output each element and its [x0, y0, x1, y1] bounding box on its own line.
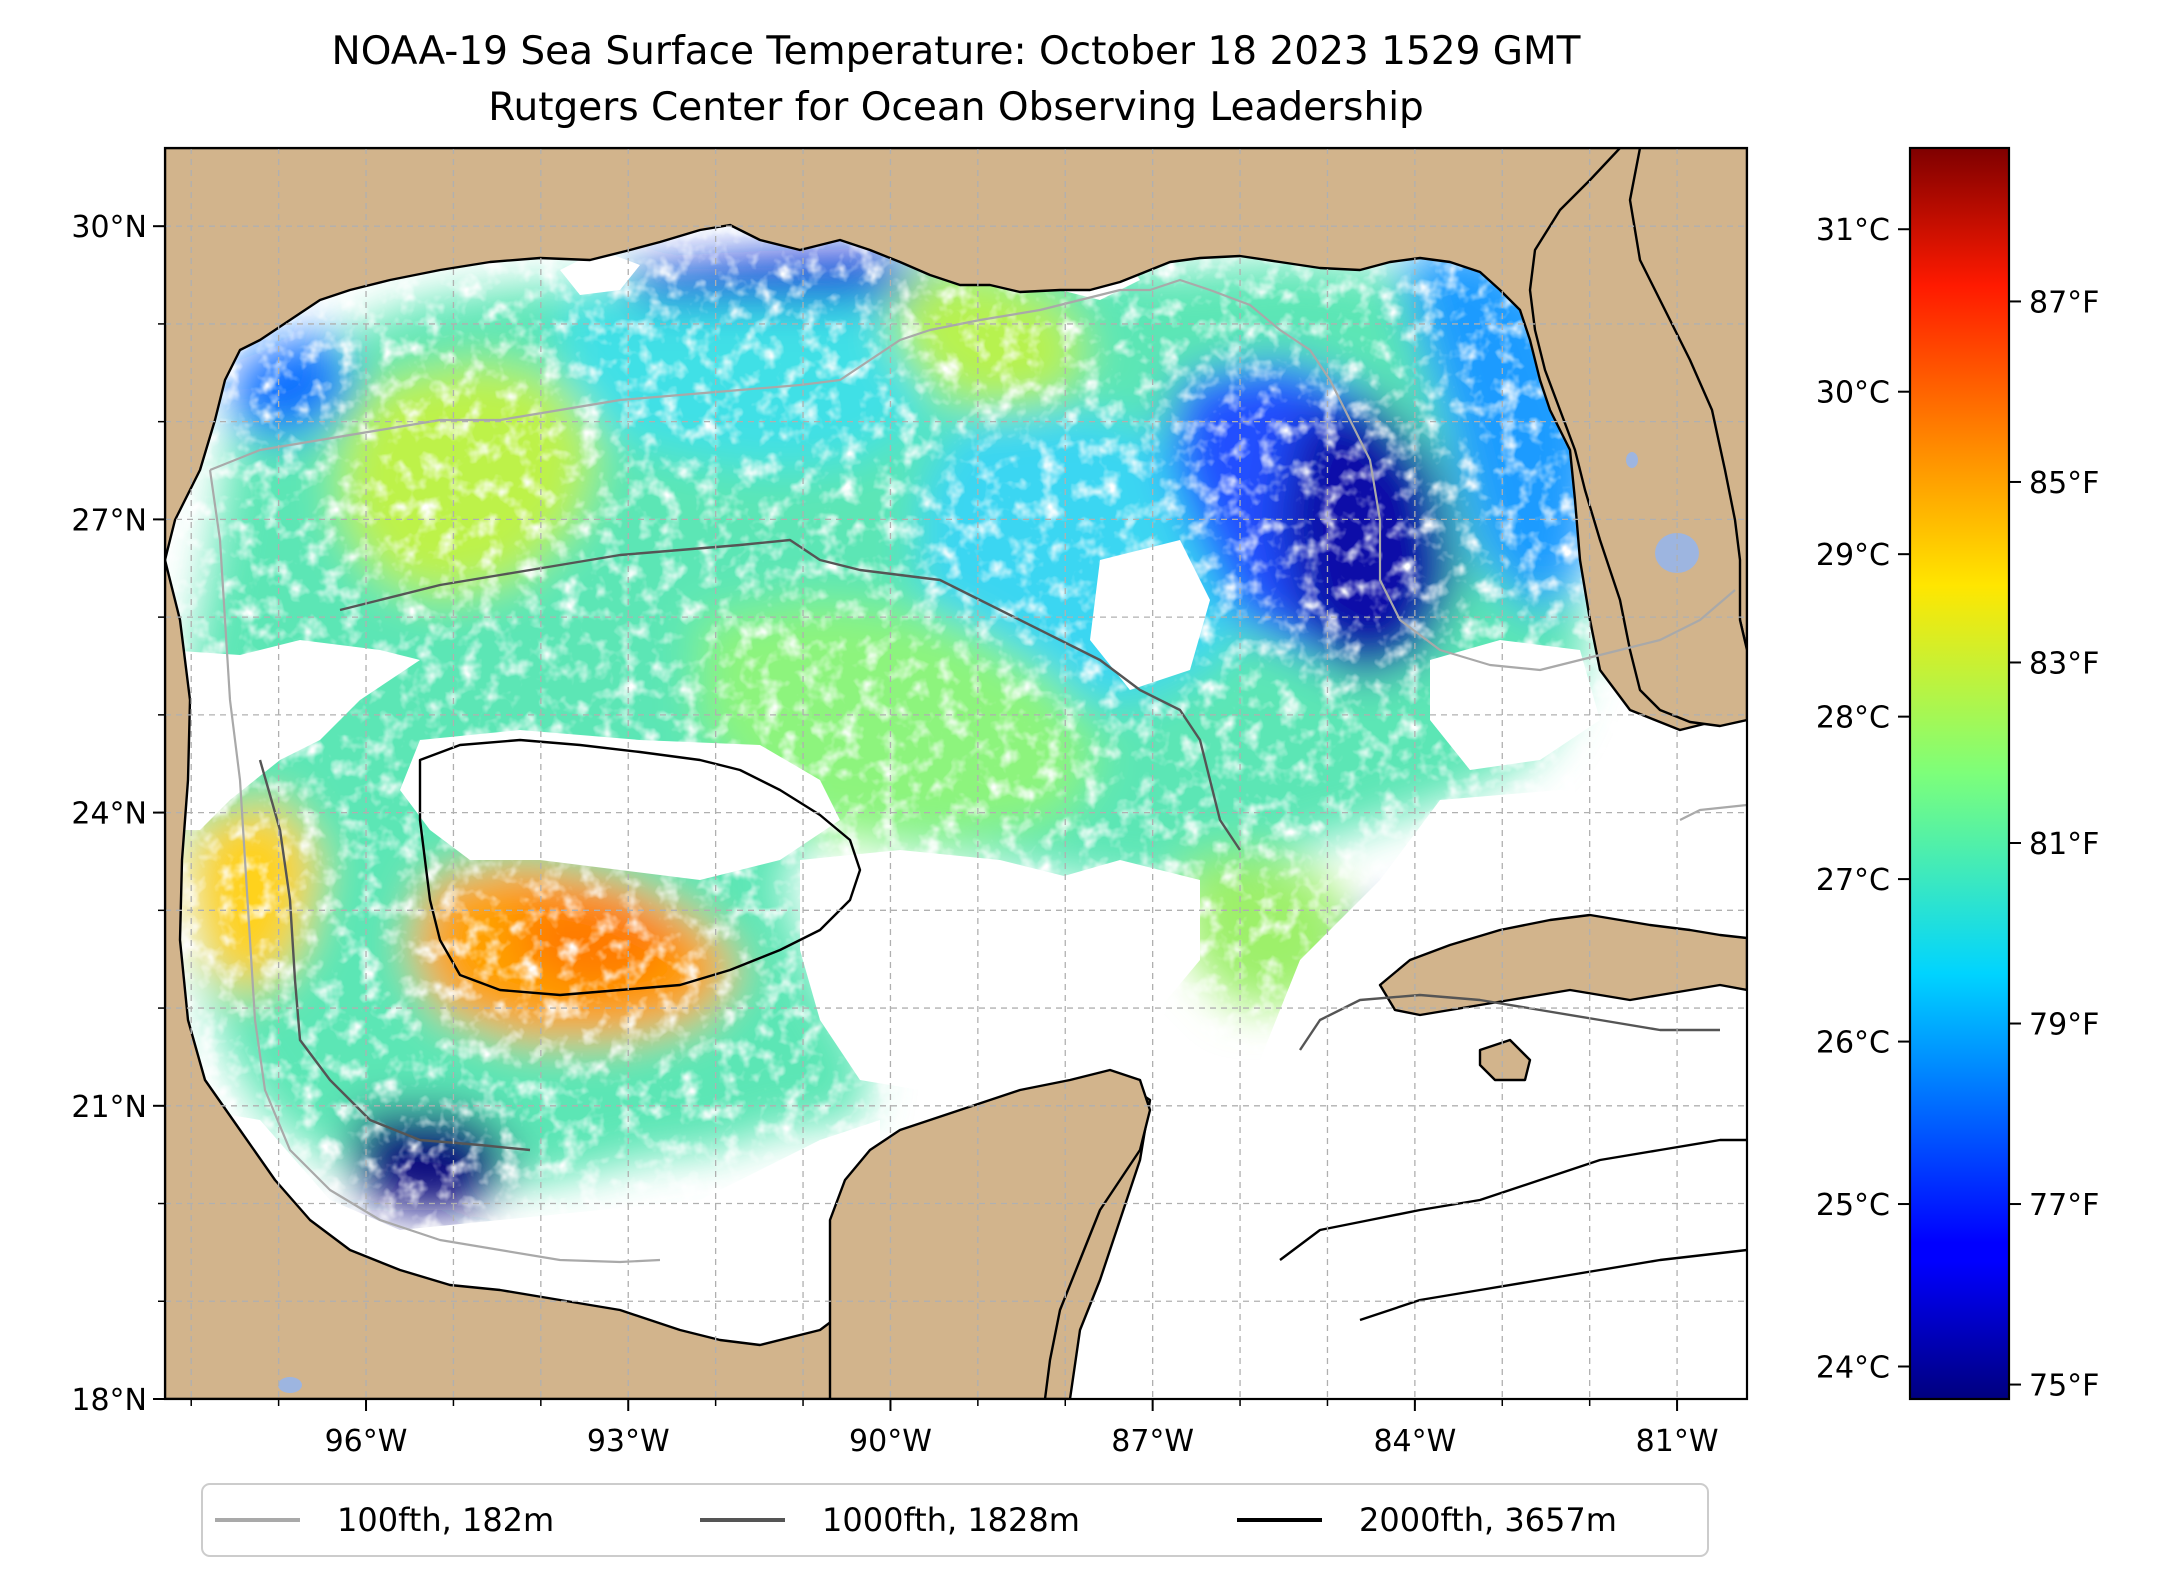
colorbar-fahrenheit-axis: 87°F 85°F 83°F 81°F 79°F 77°F 75°F	[2009, 285, 2099, 1404]
contour-2000fth	[418, 738, 1747, 1322]
fahrenheit-tick-label: 79°F	[2029, 1008, 2099, 1043]
fahrenheit-tick-label: 87°F	[2029, 285, 2099, 320]
lat-tick-label: 21°N	[71, 1090, 147, 1125]
lon-tick-label: 87°W	[1111, 1424, 1194, 1459]
lat-tick-label: 30°N	[71, 210, 147, 245]
legend-item-1000fth[interactable]: 1000fth, 1828m	[700, 1501, 1080, 1539]
celsius-tick-label: 28°C	[1816, 701, 1890, 736]
contour-1000fth	[258, 538, 1720, 1152]
lakes	[278, 452, 1699, 1393]
fahrenheit-tick-label: 75°F	[2029, 1369, 2099, 1404]
colorbar-celsius-axis: 31°C 30°C 29°C 28°C 27°C 26°C 25°C 24°C	[1816, 213, 1910, 1386]
celsius-tick-label: 27°C	[1816, 863, 1890, 898]
legend-label-100fth: 100fth, 182m	[337, 1501, 554, 1539]
lat-axis: 30°N 27°N 24°N 21°N 18°N	[71, 210, 165, 1418]
map-panel: 30°N 27°N 24°N 21°N 18°N 96°W 93°W 90°W 87°W 84°…	[71, 146, 1749, 1459]
map-frame	[163, 146, 1749, 1401]
lat-tick-label: 24°N	[71, 797, 147, 832]
colorbar: 31°C 30°C 29°C 28°C 27°C 26°C 25°C 24°C 87°F 85°…	[1816, 146, 2099, 1404]
celsius-tick-label: 25°C	[1816, 1188, 1890, 1223]
legend-label-2000fth: 2000fth, 3657m	[1359, 1501, 1617, 1539]
lat-tick-label: 27°N	[71, 503, 147, 538]
legend-item-2000fth[interactable]: 2000fth, 3657m	[1237, 1501, 1617, 1539]
lon-tick-label: 84°W	[1373, 1424, 1456, 1459]
celsius-tick-label: 24°C	[1816, 1351, 1890, 1386]
fahrenheit-tick-label: 81°F	[2029, 827, 2099, 862]
lat-tick-label: 18°N	[71, 1383, 147, 1418]
fahrenheit-tick-label: 85°F	[2029, 466, 2099, 501]
celsius-tick-label: 31°C	[1816, 213, 1890, 248]
map-layers	[165, 148, 1747, 1399]
colorbar-gradient	[1908, 146, 2011, 1401]
celsius-tick-label: 30°C	[1816, 376, 1890, 411]
title-line-1: NOAA-19 Sea Surface Temperature: October…	[332, 29, 1581, 74]
contour-100fth	[208, 278, 1747, 1264]
lon-tick-label: 96°W	[325, 1424, 408, 1459]
legend-item-100fth[interactable]: 100fth, 182m	[215, 1501, 554, 1539]
fahrenheit-tick-label: 83°F	[2029, 646, 2099, 681]
lon-tick-label: 93°W	[587, 1424, 670, 1459]
fahrenheit-tick-label: 77°F	[2029, 1188, 2099, 1223]
contour-legend: 100fth, 182m 1000fth, 1828m 2000fth, 365…	[201, 1483, 1709, 1557]
legend-box	[201, 1483, 1709, 1557]
legend-label-1000fth: 1000fth, 1828m	[822, 1501, 1080, 1539]
celsius-tick-label: 26°C	[1816, 1026, 1890, 1061]
bathymetry-contours	[208, 278, 1747, 1322]
land	[165, 148, 1747, 1399]
title-line-2: Rutgers Center for Ocean Observing Leade…	[488, 85, 1424, 130]
lon-axis: 96°W 93°W 90°W 87°W 84°W 81°W	[190, 1399, 1719, 1459]
celsius-tick-label: 29°C	[1816, 538, 1890, 573]
lon-tick-label: 81°W	[1636, 1424, 1719, 1459]
lon-tick-label: 90°W	[849, 1424, 932, 1459]
